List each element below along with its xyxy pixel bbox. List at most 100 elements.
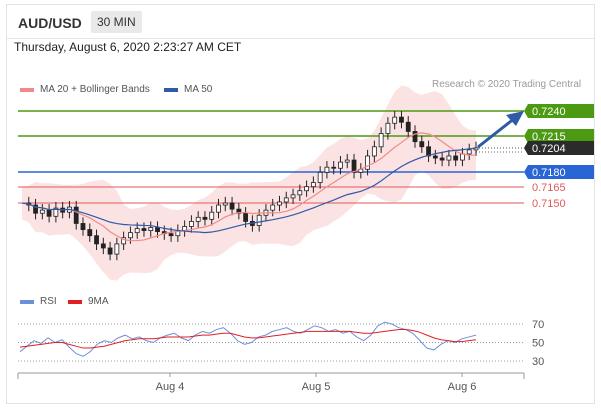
candle-bear [94, 235, 99, 245]
candle-bear [202, 216, 208, 220]
candle-bull [446, 155, 452, 161]
legend-label: 9MA [88, 296, 109, 307]
pair-title: AUD/USD [18, 15, 82, 31]
candle-bull [392, 116, 398, 124]
chart-header: AUD/USD 30 MIN [7, 5, 594, 39]
candle-bull [148, 227, 154, 232]
level-tag-label: 0.7204 [532, 143, 566, 155]
chart-datetime: Thursday, August 6, 2020 2:23:27 AM CET [14, 40, 242, 54]
level-tag-0.7215: 0.7215 [524, 129, 594, 143]
candle-bull [317, 171, 323, 183]
level-tag-label: 0.7240 [532, 106, 566, 118]
candle-bull [297, 190, 303, 196]
candle-bull [128, 232, 133, 239]
legend-label: RSI [40, 296, 57, 307]
candle-bull [222, 202, 228, 206]
candle-bear [168, 233, 174, 237]
candle-bull [365, 155, 370, 170]
legend-swatch [20, 299, 34, 304]
candle-bull [310, 182, 316, 188]
level-label-0.7150: 0.7150 [532, 198, 566, 210]
level-tag-label: 0.7215 [532, 131, 566, 143]
candle-bull [39, 209, 45, 214]
candle-bull [270, 204, 276, 211]
x-axis-label: Aug 6 [448, 381, 477, 393]
legend-swatch [20, 87, 34, 92]
candle-bear [155, 227, 160, 233]
x-axis-label: Aug 4 [156, 381, 185, 393]
candle-bear [419, 141, 425, 148]
candle-bull [466, 149, 472, 155]
candle-bull [344, 159, 350, 163]
candle-bull [114, 243, 120, 255]
candle-bull [121, 237, 127, 245]
candle-bull [195, 216, 201, 222]
candle-bull [277, 201, 282, 206]
candle-bull [256, 214, 262, 226]
candle-bear [405, 121, 411, 132]
candle-bear [432, 155, 438, 159]
legend-ma20-bollinger: MA 20 + Bollinger Bands [20, 84, 150, 95]
level-tag-bg [524, 104, 594, 118]
candle-bear [426, 146, 431, 157]
legend-swatch [68, 299, 82, 304]
legend-rsi: RSI [20, 296, 57, 307]
candle-bull [53, 207, 59, 217]
candle-bear [331, 166, 337, 169]
legend-9ma: 9MA [68, 296, 109, 307]
candle-bear [87, 229, 93, 237]
candle-bull [304, 186, 309, 192]
candle-bull [371, 146, 377, 157]
level-tag-label: 0.7180 [532, 167, 566, 179]
rsi-level-label: 50 [532, 338, 544, 350]
candle-bear [33, 204, 38, 214]
candle-bull [378, 133, 384, 148]
level-tag-bg [524, 165, 594, 179]
level-tag-bg [524, 129, 594, 143]
bollinger-band-area [22, 85, 476, 281]
candle-bear [73, 206, 79, 224]
ma50-line [21, 147, 477, 234]
forecast-arrow-shaft [477, 116, 516, 149]
candle-bear [80, 223, 86, 230]
candle-bear [399, 116, 404, 123]
level-tag-0.7204: 0.7204 [524, 141, 594, 155]
candle-bull [216, 204, 221, 213]
candle-bull [134, 228, 140, 234]
rsi-level-label: 70 [532, 319, 544, 331]
candle-bear [243, 212, 249, 222]
research-credit: Research © 2020 Trading Central [432, 79, 582, 90]
rsi-level-label: 30 [532, 356, 544, 368]
rsi-line [19, 321, 477, 357]
legend-swatch [164, 87, 178, 92]
legend-ma50: MA 50 [164, 84, 212, 95]
candle-bear [100, 243, 106, 249]
candle-bull [283, 197, 289, 203]
candle-bull [338, 161, 343, 169]
candle-bull [209, 211, 215, 220]
candle-bear [46, 209, 52, 217]
candle-bull [324, 166, 330, 173]
candle-bear [107, 247, 113, 255]
candle-bull [189, 220, 194, 227]
level-tag-0.7180: 0.7180 [524, 165, 594, 179]
candle-bear [229, 202, 235, 210]
candle-bear [141, 228, 147, 232]
forecast-arrow-head [506, 111, 524, 126]
candle-bull [290, 194, 296, 199]
candle-bull [385, 122, 391, 134]
level-label-0.7165: 0.7165 [532, 182, 566, 194]
legend-label: MA 50 [184, 84, 213, 95]
rsi-ma-line [19, 329, 477, 349]
candle-bear [453, 155, 459, 161]
candle-bear [412, 131, 418, 143]
timeframe-badge[interactable]: 30 MIN [91, 11, 142, 33]
candle-bear [236, 208, 242, 214]
level-tag-bg [524, 141, 594, 155]
x-axis-label: Aug 5 [302, 381, 331, 393]
ma20-line [21, 132, 477, 242]
candle-bear [439, 157, 445, 161]
level-tag-0.7240: 0.7240 [524, 104, 594, 118]
candle-bear [351, 159, 357, 173]
